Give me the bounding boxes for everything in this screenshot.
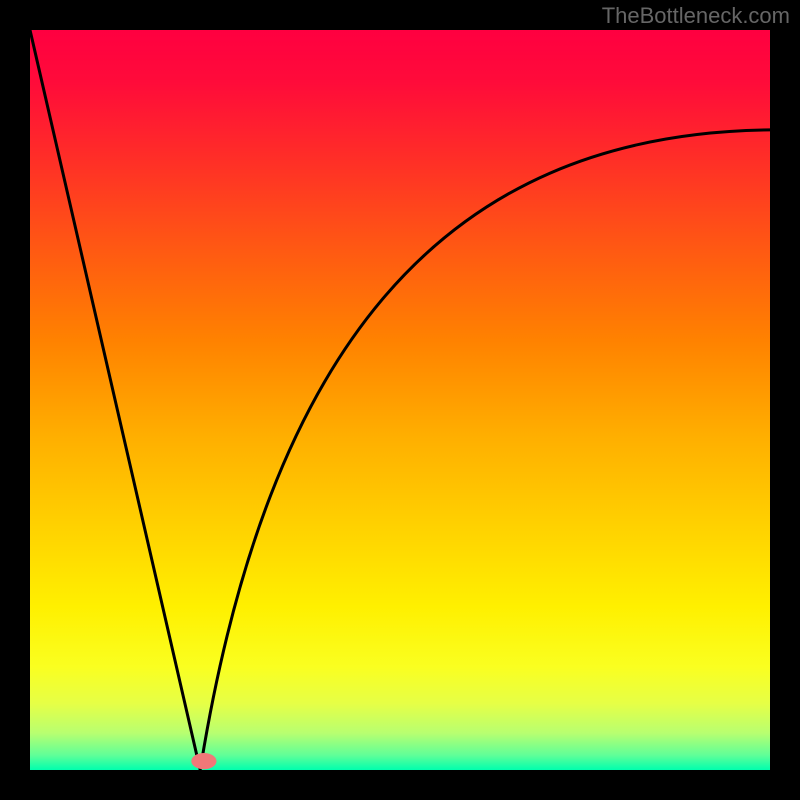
optimum-marker: [191, 753, 216, 769]
plot-area: [30, 30, 770, 770]
source-watermark: TheBottleneck.com: [602, 3, 790, 29]
chart-container: TheBottleneck.com: [0, 0, 800, 800]
bottleneck-curve-chart: [30, 30, 770, 770]
